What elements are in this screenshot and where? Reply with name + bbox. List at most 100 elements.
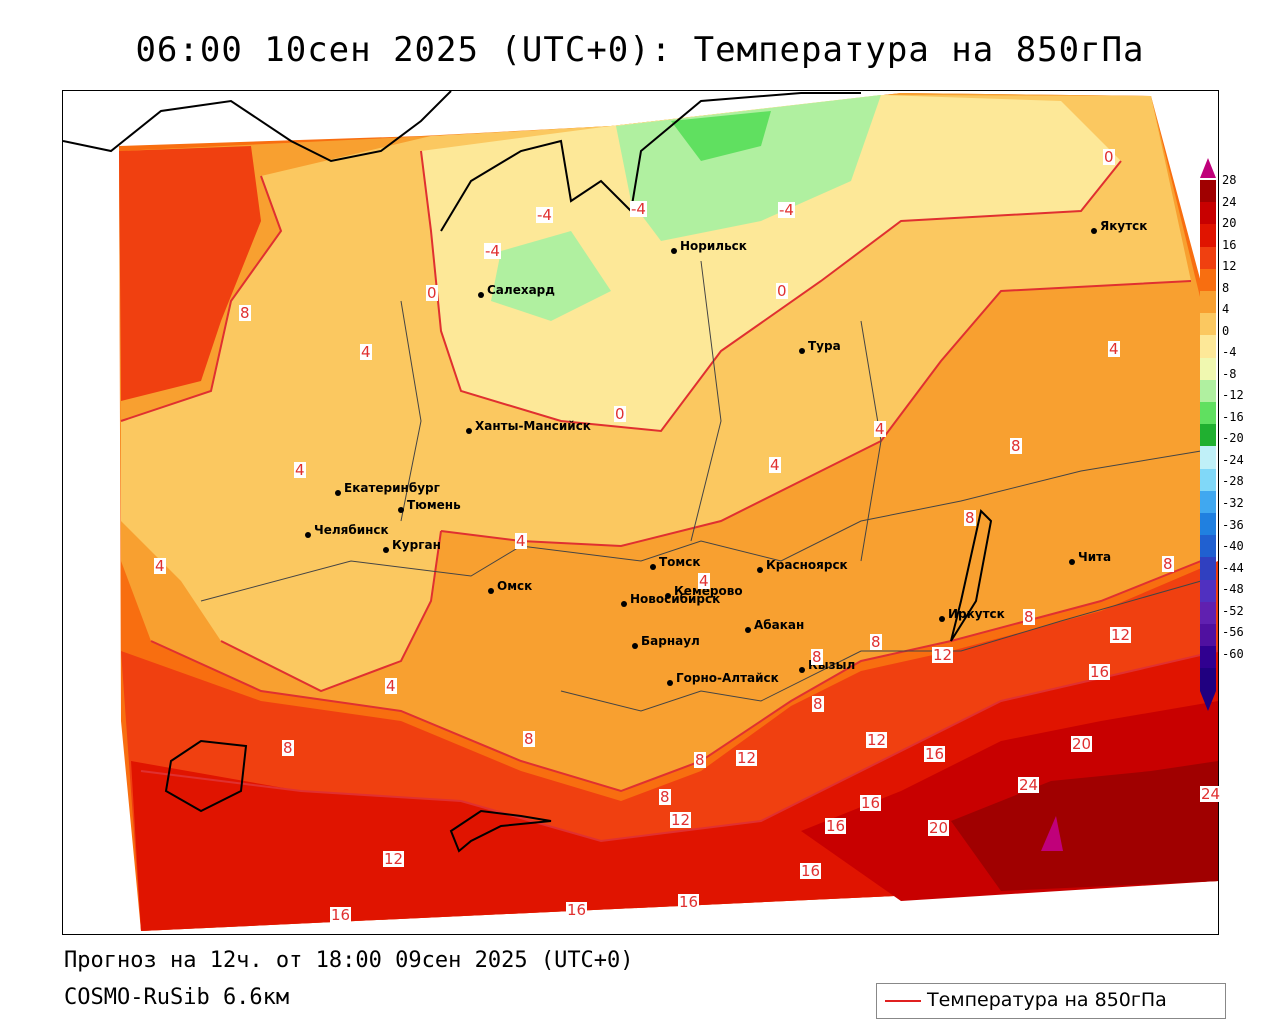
isotherm-label: 16: [825, 817, 847, 835]
isotherm-label: 4: [294, 461, 306, 479]
city-marker: [939, 616, 945, 622]
city-marker: [799, 348, 805, 354]
colorbar-tick-label: -52: [1222, 603, 1244, 618]
isotherm-label: 4: [515, 532, 527, 550]
city-marker: [335, 490, 341, 496]
colorbar-segment: [1200, 513, 1216, 536]
colorbar-segment: [1200, 446, 1216, 469]
colorbar-segment: [1200, 624, 1216, 647]
isotherm-label: 0: [426, 284, 438, 302]
city-label: Горно-Алтайск: [676, 671, 779, 685]
isotherm-label: 8: [1010, 437, 1022, 455]
city-label: Тюмень: [407, 498, 461, 512]
legend-label: Температура на 850гПа: [927, 989, 1167, 1011]
city-marker: [665, 593, 671, 599]
colorbar-tick-label: -20: [1222, 431, 1244, 446]
isotherm-label: 8: [1162, 555, 1174, 573]
city-marker: [799, 667, 805, 673]
isotherm-label: 4: [769, 456, 781, 474]
isotherm-label: 12: [932, 646, 954, 664]
isotherm-label: 16: [678, 893, 700, 911]
colorbar-tick-label: -60: [1222, 646, 1244, 661]
city-label: Иркутск: [948, 607, 1005, 621]
isotherm-label: -4: [536, 206, 553, 224]
city-marker: [621, 601, 627, 607]
isotherm-label: 8: [811, 648, 823, 666]
isotherm-label: 12: [383, 850, 405, 868]
legend: Температура на 850гПа: [876, 983, 1226, 1019]
city-marker: [488, 588, 494, 594]
colorbar-tick-label: 8: [1222, 280, 1230, 295]
colorbar-tick-label: -28: [1222, 474, 1244, 489]
isotherm-label: 4: [154, 557, 166, 575]
colorbar-segment: [1200, 557, 1216, 580]
city-marker: [1069, 559, 1075, 565]
isotherm-label: 8: [239, 304, 251, 322]
colorbar-segment: [1200, 601, 1216, 624]
isotherm-label: 8: [659, 788, 671, 806]
isotherm-label: 8: [870, 633, 882, 651]
colorbar-tick-label: 24: [1222, 194, 1237, 209]
colorbar-segment: [1200, 180, 1216, 203]
colorbar-segment: [1200, 579, 1216, 602]
isotherm-label: 20: [928, 819, 950, 837]
city-label: Томск: [659, 555, 701, 569]
colorbar-bottom-arrow: [1200, 690, 1216, 711]
map-title: 06:00 10сен 2025 (UTC+0): Температура на…: [135, 30, 1145, 70]
isotherm-label: 8: [1023, 608, 1035, 626]
colorbar-tick-label: -16: [1222, 409, 1244, 424]
colorbar-tick-label: 4: [1222, 302, 1230, 317]
colorbar-segment: [1200, 535, 1216, 558]
city-label: Челябинск: [314, 523, 389, 537]
isotherm-label: -4: [630, 200, 647, 218]
colorbar-segment: [1200, 291, 1216, 314]
city-label: Кемерово: [674, 584, 743, 598]
colorbar-segment: [1200, 268, 1216, 291]
city-marker: [305, 532, 311, 538]
isotherm-label: 12: [866, 731, 888, 749]
model-name: COSMO-RuSib 6.6км: [64, 985, 290, 1010]
isotherm-label: 0: [1103, 148, 1115, 166]
isotherm-label: 8: [523, 730, 535, 748]
colorbar-tick-label: -24: [1222, 452, 1244, 467]
isotherm-label: 4: [698, 572, 710, 590]
city-label: Ханты-Мансийск: [475, 419, 591, 433]
city-label: Салехард: [487, 283, 555, 297]
colorbar-segment: [1200, 668, 1216, 691]
colorbar-segment: [1200, 357, 1216, 380]
colorbar-segment: [1200, 402, 1216, 425]
city-marker: [667, 680, 673, 686]
city-marker: [632, 643, 638, 649]
isotherm-label: 8: [282, 739, 294, 757]
colorbar-tick-label: -32: [1222, 496, 1244, 510]
city-label: Тура: [808, 339, 841, 353]
isotherm-label: 16: [860, 794, 882, 812]
colorbar-segment: [1200, 424, 1216, 447]
colorbar-segment: [1200, 379, 1216, 402]
isotherm-label: 12: [1110, 626, 1132, 644]
isotherm-label: 24: [1200, 785, 1222, 803]
colorbar-segment: [1200, 313, 1216, 336]
colorbar-tick-label: -48: [1222, 582, 1244, 597]
isotherm-label: 4: [360, 343, 372, 361]
colorbar-tick-label: -8: [1222, 366, 1237, 381]
city-marker: [466, 428, 472, 434]
isotherm-label: 4: [385, 677, 397, 695]
isotherm-label: 16: [1089, 663, 1111, 681]
isotherm-label: 16: [566, 901, 588, 919]
city-label: Якутск: [1100, 219, 1148, 233]
colorbar-segment: [1200, 202, 1216, 225]
isotherm-label: 24: [1018, 776, 1040, 794]
isotherm-label: 12: [670, 811, 692, 829]
isotherm-label: 8: [694, 751, 706, 769]
colorbar-segment: [1200, 468, 1216, 491]
isotherm-label: -4: [484, 242, 501, 260]
city-marker: [383, 547, 389, 553]
city-label: Курган: [392, 538, 441, 552]
city-marker: [745, 627, 751, 633]
colorbar-top-arrow: [1200, 158, 1216, 178]
city-marker: [757, 567, 763, 573]
colorbar-segment: [1200, 246, 1216, 269]
colorbar-tick-label: 16: [1222, 237, 1237, 252]
legend-line-swatch: [885, 1000, 921, 1002]
